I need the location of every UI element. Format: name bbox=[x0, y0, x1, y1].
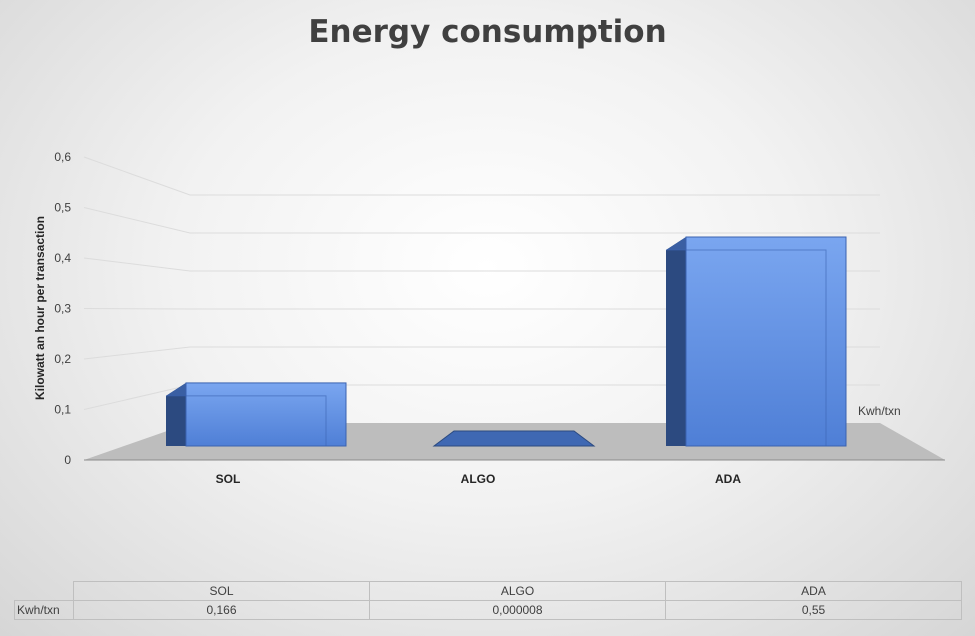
series-label: Kwh/txn bbox=[858, 404, 901, 418]
data-table-header-ada: ADA bbox=[665, 581, 962, 601]
gridline bbox=[83, 346, 880, 360]
data-table-corner bbox=[14, 581, 74, 601]
y-tick-label: 0 bbox=[64, 453, 71, 467]
bar-edge bbox=[166, 395, 327, 446]
gridlines bbox=[83, 156, 880, 410]
y-tick-label: 0,1 bbox=[54, 403, 71, 417]
y-tick-label: 0,4 bbox=[54, 251, 71, 265]
gridline bbox=[83, 156, 880, 196]
y-tick-label: 0,3 bbox=[54, 302, 71, 316]
data-table-value-algo: 0,000008 bbox=[369, 600, 666, 620]
x-axis-ticks: SOL ALGO ADA bbox=[216, 472, 742, 486]
data-table-series-name: Kwh/txn bbox=[14, 600, 74, 620]
x-tick-label: ADA bbox=[715, 472, 741, 486]
data-table-header-algo: ALGO bbox=[369, 581, 666, 601]
chart-title: Energy consumption bbox=[308, 14, 667, 50]
x-tick-label: ALGO bbox=[461, 472, 496, 486]
bar-ada bbox=[666, 236, 847, 447]
y-axis-label: Kilowatt an hour per transaction bbox=[33, 215, 47, 401]
data-table-row: Kwh/txn 0,166 0,000008 0,55 bbox=[14, 600, 962, 620]
data-table-header-sol: SOL bbox=[73, 581, 370, 601]
y-tick-label: 0,2 bbox=[54, 352, 71, 366]
gridline bbox=[83, 207, 880, 234]
gridline bbox=[83, 257, 880, 272]
y-tick-label: 0,6 bbox=[54, 150, 71, 164]
bar-flat bbox=[432, 430, 596, 447]
y-tick-label: 0,5 bbox=[54, 201, 71, 215]
bar-algo bbox=[432, 430, 596, 447]
data-table-value-ada: 0,55 bbox=[665, 600, 962, 620]
bar-front bbox=[185, 382, 347, 447]
gridline bbox=[83, 308, 880, 310]
bar-sol bbox=[166, 382, 347, 447]
bar-edge bbox=[666, 249, 827, 446]
bar-side bbox=[666, 237, 686, 446]
data-table-header-row: SOL ALGO ADA bbox=[14, 581, 962, 601]
y-axis-ticks: 0 0,1 0,2 0,3 0,4 0,5 0,6 bbox=[54, 150, 71, 467]
data-table-value-sol: 0,166 bbox=[73, 600, 370, 620]
bar-side bbox=[166, 382, 186, 446]
data-table: SOL ALGO ADA Kwh/txn 0,166 0,000008 0,55 bbox=[14, 581, 962, 620]
x-tick-label: SOL bbox=[216, 472, 241, 486]
bars bbox=[166, 236, 847, 447]
bar-front bbox=[685, 236, 847, 447]
